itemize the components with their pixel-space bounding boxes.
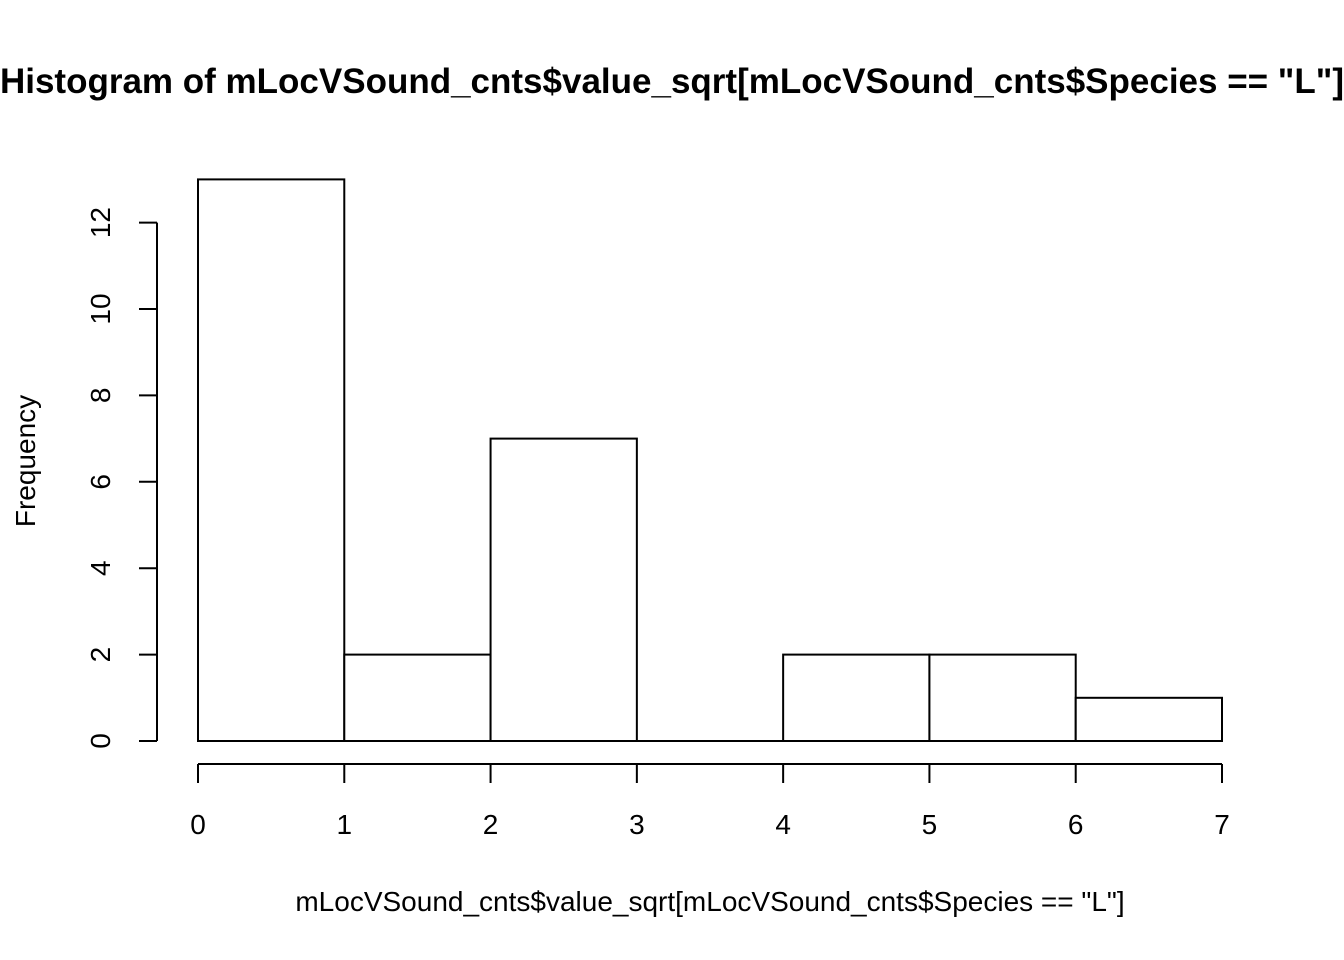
x-tick-label: 4 <box>775 809 791 840</box>
histogram-bar <box>343 653 492 742</box>
y-tick-label: 6 <box>85 474 116 490</box>
x-tick-label: 3 <box>629 809 645 840</box>
x-tick-label: 5 <box>922 809 938 840</box>
x-tick-label: 7 <box>1214 809 1230 840</box>
histogram-bar <box>782 653 931 742</box>
y-axis-label: Frequency <box>10 395 41 527</box>
y-tick-label: 2 <box>85 647 116 663</box>
y-tick-label: 10 <box>85 293 116 324</box>
chart-title: Histogram of mLocVSound_cnts$value_sqrt[… <box>0 62 1344 101</box>
y-tick-label: 8 <box>85 388 116 404</box>
x-axis: 0 1 2 3 4 5 6 7 <box>190 763 1230 840</box>
histogram-bar <box>489 437 638 742</box>
x-tick-label: 6 <box>1068 809 1084 840</box>
x-axis-label: mLocVSound_cnts$value_sqrt[mLocVSound_cn… <box>295 886 1124 917</box>
x-tick-label: 1 <box>336 809 352 840</box>
y-tick-label: 0 <box>85 733 116 749</box>
x-tick-label: 0 <box>190 809 206 840</box>
x-tick-label: 2 <box>483 809 499 840</box>
y-axis: 0 2 4 6 8 10 12 <box>85 207 158 749</box>
bars-group <box>197 178 1223 742</box>
histogram-bar <box>928 653 1077 742</box>
y-tick-label: 4 <box>85 560 116 576</box>
y-tick-label: 12 <box>85 207 116 238</box>
histogram-bar <box>197 178 346 742</box>
histogram-bar <box>1074 696 1223 742</box>
